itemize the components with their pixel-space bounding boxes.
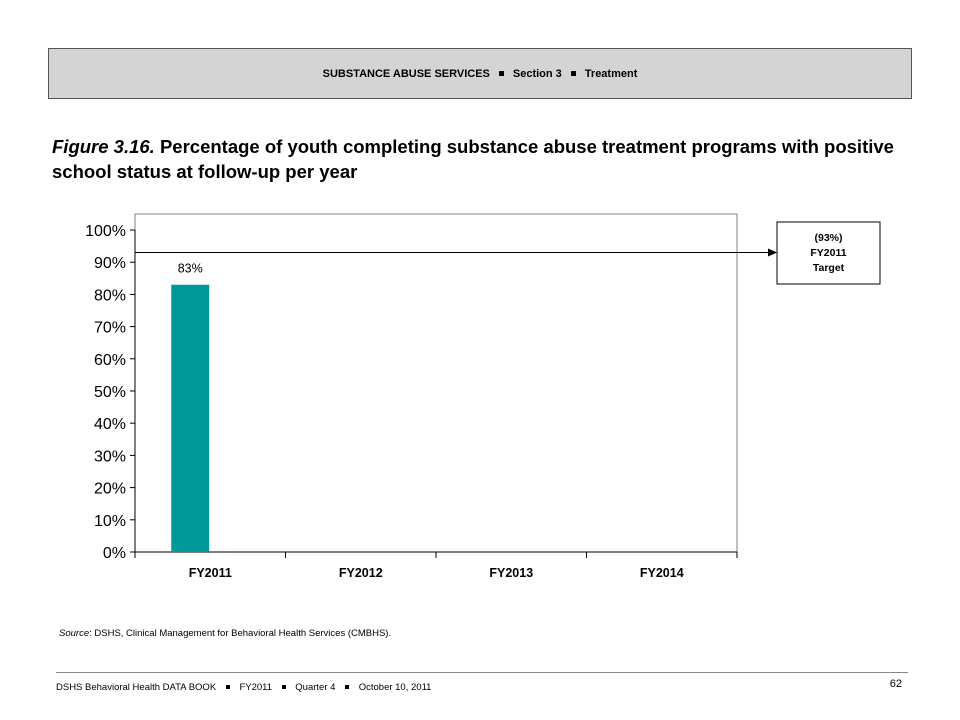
x-axis: FY2011 FY2012 FY2013 FY2014: [134, 551, 738, 580]
footer-divider: [56, 672, 908, 673]
bullet-separator-icon: [281, 685, 286, 690]
figure-title-text: Percentage of youth completing substance…: [52, 136, 894, 182]
figure-number: Figure 3.16.: [52, 136, 155, 157]
bar-series: 83%: [171, 262, 210, 552]
target-label-box: [776, 221, 881, 285]
y-tick-label: 90%: [94, 255, 126, 272]
y-tick-label: 40%: [94, 416, 126, 433]
target-callout: (93%) FY2011 Target: [135, 221, 881, 285]
source-text: : DSHS, Clinical Management for Behavior…: [89, 628, 392, 639]
y-tick-label: 100%: [85, 223, 126, 240]
y-tick-label: 20%: [94, 481, 126, 498]
bullet-separator-icon: [570, 71, 576, 76]
header-part: Section 3: [512, 67, 562, 80]
bar-data-label: 83%: [178, 262, 203, 276]
page-number: 62: [889, 678, 902, 690]
target-label-line: FY2011: [810, 247, 846, 259]
header-topic: Treatment: [584, 67, 638, 80]
y-axis: 0% 10% 20% 30% 40% 50% 60% 70% 80% 90% 100%: [85, 223, 136, 562]
footer-book: DSHS Behavioral Health DATA BOOK: [56, 682, 217, 693]
section-header-bar: SUBSTANCE ABUSE SERVICES Section 3 Treat…: [48, 48, 912, 99]
footer-date: October 10, 2011: [358, 682, 432, 693]
target-label-line: (93%): [814, 232, 842, 244]
x-tick-label: FY2014: [640, 566, 684, 580]
y-tick-label: 70%: [94, 320, 126, 337]
footer: DSHS Behavioral Health DATA BOOK FY2011 …: [56, 682, 431, 693]
x-tick-label: FY2012: [339, 566, 383, 580]
x-tick-label: FY2013: [489, 566, 533, 580]
bullet-separator-icon: [345, 685, 350, 690]
bar: [171, 284, 210, 552]
bullet-separator-icon: [225, 685, 230, 690]
y-tick-label: 80%: [94, 287, 126, 304]
y-tick-label: 60%: [94, 352, 126, 369]
footer-fy: FY2011: [239, 682, 273, 693]
header-section: SUBSTANCE ABUSE SERVICES: [322, 67, 490, 80]
source-note: Source: DSHS, Clinical Management for Be…: [59, 628, 391, 639]
bullet-separator-icon: [498, 71, 504, 76]
footer-quarter: Quarter 4: [295, 682, 336, 693]
y-tick-label: 10%: [94, 513, 126, 530]
x-tick-label: FY2011: [189, 566, 232, 580]
target-arrowhead-icon: [768, 248, 777, 257]
target-label-line: Target: [813, 262, 845, 274]
source-label: Source: [59, 628, 90, 639]
y-tick-label: 50%: [94, 384, 126, 401]
plot-area-frame: [134, 213, 738, 553]
figure-title: Figure 3.16. Percentage of youth complet…: [52, 134, 922, 184]
y-tick-label: 0%: [103, 545, 126, 562]
y-tick-label: 30%: [94, 448, 126, 465]
